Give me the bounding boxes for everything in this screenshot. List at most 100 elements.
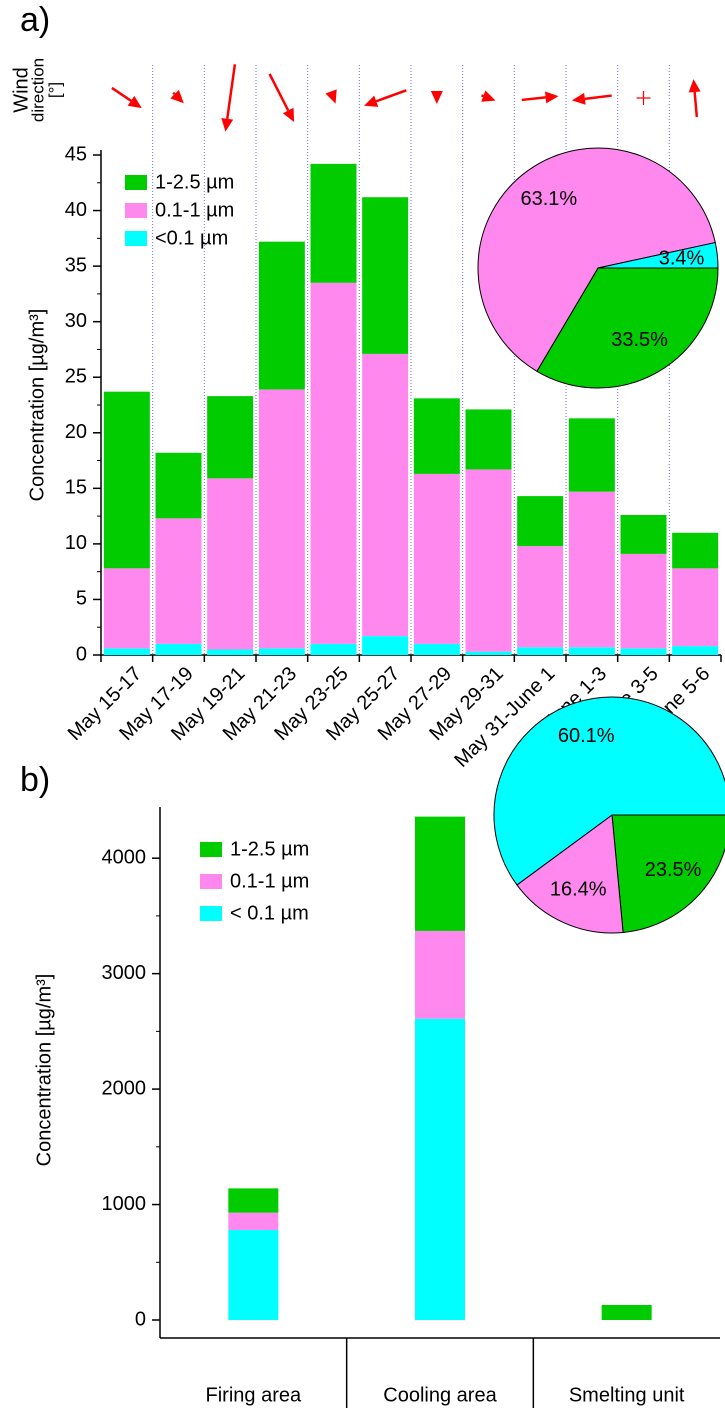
- y-tick-label: 25: [65, 366, 87, 388]
- wind-label: direction: [28, 58, 47, 122]
- legend-swatch: [200, 842, 222, 857]
- bar-segment: [415, 816, 465, 931]
- y-tick-label: 40: [65, 199, 87, 221]
- legend-label: 1-2.5 µm: [230, 838, 309, 860]
- bar-segment: [568, 418, 615, 492]
- wind-arrow-shaft: [693, 91, 699, 118]
- x-tick-label: Smelting unit: [569, 1384, 685, 1406]
- y-tick-label: 5: [76, 588, 87, 610]
- wind-arrow-shaft: [481, 94, 484, 98]
- wind-arrow: [325, 89, 337, 104]
- bar-segment: [228, 1188, 279, 1213]
- bar-segment: [228, 1212, 279, 1230]
- pie-label: 33.5%: [611, 329, 668, 351]
- y-tick-label: 45: [65, 143, 87, 165]
- bar-segment: [258, 648, 305, 655]
- wind-arrow: [364, 89, 407, 107]
- wind-arrow-head: [571, 92, 586, 105]
- legend-swatch: [125, 175, 147, 190]
- bar-segment: [155, 518, 202, 644]
- x-tick-label: Firing area: [206, 1384, 302, 1406]
- y-tick-label: 10: [65, 532, 87, 554]
- bar-segment: [465, 469, 512, 652]
- bar-segment: [568, 647, 615, 655]
- wind-arrow-head: [430, 91, 443, 104]
- wind-arrow: [221, 64, 237, 132]
- wind-arrow: [430, 91, 443, 104]
- bar-segment: [207, 396, 254, 479]
- pie-label: 63.1%: [520, 188, 577, 210]
- wind-arrow-head: [282, 107, 295, 123]
- y-tick-label: 20: [65, 421, 87, 443]
- bar-segment: [155, 452, 202, 519]
- legend-swatch: [200, 874, 222, 889]
- y-tick-label: 3000: [102, 962, 147, 984]
- y-tick-label: 30: [65, 310, 87, 332]
- y-tick-label: 4000: [102, 846, 147, 868]
- bar-segment: [155, 643, 202, 655]
- legend-swatch: [125, 203, 147, 218]
- wind-arrow-shaft: [268, 73, 290, 112]
- x-tick-label: Cooling area: [383, 1384, 497, 1406]
- wind-arrow-shaft: [584, 94, 612, 101]
- bar-segment: [620, 648, 667, 655]
- bar-segment: [672, 532, 719, 569]
- wind-arrow-shaft: [111, 86, 132, 102]
- wind-arrow: [170, 89, 184, 104]
- wind-arrow: [268, 73, 295, 123]
- bar-segment: [362, 636, 409, 655]
- wind-arrow: [688, 79, 701, 118]
- bar-segment: [413, 398, 460, 474]
- legend-label: < 0.1 µm: [230, 902, 309, 924]
- y-tick-label: 0: [76, 643, 87, 665]
- wind-arrow-head: [221, 117, 234, 132]
- panel-label: b): [20, 761, 50, 799]
- bar-segment: [415, 930, 465, 1019]
- y-tick-label: 15: [65, 477, 87, 499]
- bar-segment: [672, 646, 719, 655]
- y-tick-label: 2000: [102, 1077, 147, 1099]
- pie-slice: [611, 814, 725, 934]
- bar-segment: [413, 473, 460, 644]
- bar-segment: [258, 241, 305, 390]
- wind-label: [°]: [45, 82, 64, 98]
- bar-segment: [672, 568, 719, 647]
- bar-segment: [258, 389, 305, 649]
- wind-arrow-shaft: [521, 96, 546, 102]
- bar-segment: [207, 478, 254, 650]
- legend-label: 1-2.5 µm: [155, 171, 234, 193]
- wind-arrow: [111, 86, 142, 109]
- pie-slice: [493, 696, 725, 886]
- pie-slice: [516, 814, 624, 934]
- legend-label: 0.1-1 µm: [155, 199, 234, 221]
- wind-arrow: [571, 92, 612, 105]
- bar-segment: [362, 353, 409, 637]
- y-tick-label: 0: [135, 1308, 146, 1330]
- y-tick-label: 1000: [102, 1193, 147, 1215]
- wind-arrow: [521, 91, 559, 104]
- legend-swatch: [200, 906, 222, 921]
- wind-label: Wind: [10, 67, 32, 113]
- pie-label: 3.4%: [659, 247, 705, 269]
- bar-segment: [103, 648, 150, 655]
- wind-arrow-shaft: [172, 91, 176, 95]
- bar-segment: [517, 496, 564, 547]
- pie-slice: [597, 241, 719, 269]
- wind-arrow-head: [325, 89, 337, 104]
- bar-segment: [413, 643, 460, 655]
- bar-segment: [568, 491, 615, 648]
- pie-label: 16.4%: [550, 879, 607, 901]
- legend-swatch: [125, 231, 147, 246]
- bar-segment: [517, 647, 564, 655]
- wind-arrow: [481, 90, 496, 102]
- y-axis-label: Concentration [µg/m³]: [26, 309, 48, 502]
- bar-segment: [362, 197, 409, 354]
- wind-arrow-head: [364, 95, 379, 107]
- wind-arrow-shaft: [375, 89, 407, 103]
- wind-arrow-head: [545, 91, 559, 104]
- bar-segment: [620, 553, 667, 649]
- bar-segment: [517, 546, 564, 648]
- panel-label: a): [20, 1, 50, 39]
- bar-segment: [103, 568, 150, 649]
